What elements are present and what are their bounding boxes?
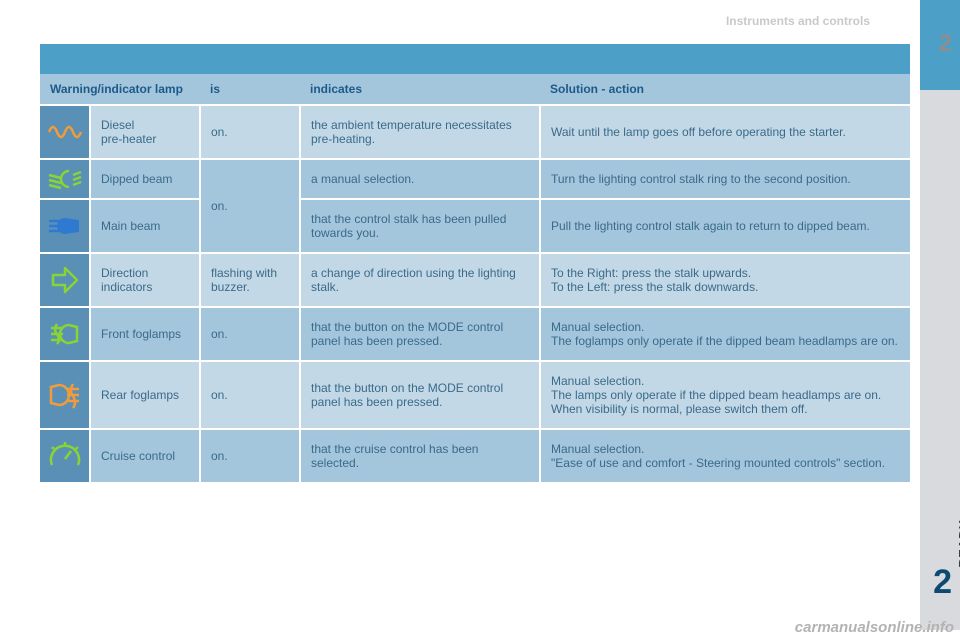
manual-page: Instruments and controls Warning/indicat… bbox=[0, 0, 920, 640]
row-is: on. bbox=[200, 105, 300, 159]
table-row: Direction indicators flashing with buzze… bbox=[40, 253, 910, 307]
front-foglamp-icon bbox=[40, 307, 90, 361]
row-indicates: that the button on the MODE control pane… bbox=[300, 361, 540, 429]
sidebar-accent: 2 bbox=[920, 0, 960, 90]
row-indicates: that the control stalk has been pulled t… bbox=[300, 199, 540, 253]
table-row: Dipped beam on. a manual selection. Turn… bbox=[40, 159, 910, 199]
table-row: Front foglamps on. that the button on th… bbox=[40, 307, 910, 361]
row-indicates: that the button on the MODE control pane… bbox=[300, 307, 540, 361]
warning-lamp-table: Warning/indicator lamp is indicates Solu… bbox=[40, 44, 910, 484]
col-solution: Solution - action bbox=[540, 74, 910, 105]
row-solution: Manual selection.The lamps only operate … bbox=[540, 361, 910, 429]
col-is: is bbox=[200, 74, 300, 105]
table-row: Rear foglamps on. that the button on the… bbox=[40, 361, 910, 429]
row-name: Dieselpre-heater bbox=[90, 105, 200, 159]
row-name: Direction indicators bbox=[90, 253, 200, 307]
dipped-beam-icon bbox=[40, 159, 90, 199]
col-indicates: indicates bbox=[300, 74, 540, 105]
table-header-row: Warning/indicator lamp is indicates Solu… bbox=[40, 74, 910, 105]
table-row: Dieselpre-heater on. the ambient tempera… bbox=[40, 105, 910, 159]
row-solution: To the Right: press the stalk upwards.To… bbox=[540, 253, 910, 307]
cruise-control-icon bbox=[40, 429, 90, 483]
row-solution: Manual selection.The foglamps only opera… bbox=[540, 307, 910, 361]
table-row: Cruise control on. that the cruise contr… bbox=[40, 429, 910, 483]
watermark: carmanualsonline.info bbox=[795, 619, 954, 636]
rear-foglamp-icon bbox=[40, 361, 90, 429]
row-is: flashing with buzzer. bbox=[200, 253, 300, 307]
row-is: on. bbox=[200, 159, 300, 253]
row-name: Cruise control bbox=[90, 429, 200, 483]
row-is: on. bbox=[200, 361, 300, 429]
diesel-preheater-icon bbox=[40, 105, 90, 159]
chapter-number-bottom: 2 bbox=[933, 563, 952, 602]
table: Warning/indicator lamp is indicates Solu… bbox=[40, 74, 910, 484]
chapter-number-top: 2 bbox=[939, 30, 952, 58]
col-lamp: Warning/indicator lamp bbox=[40, 74, 200, 105]
section-title: Instruments and controls bbox=[726, 14, 870, 28]
row-solution: Turn the lighting control stalk ring to … bbox=[540, 159, 910, 199]
row-indicates: that the cruise control has been selecte… bbox=[300, 429, 540, 483]
table-row: Main beam that the control stalk has bee… bbox=[40, 199, 910, 253]
row-indicates: a manual selection. bbox=[300, 159, 540, 199]
row-name: Dipped beam bbox=[90, 159, 200, 199]
sidebar-grey: READY TO SET OFF 2 bbox=[920, 90, 960, 630]
row-solution: Wait until the lamp goes off before oper… bbox=[540, 105, 910, 159]
row-is: on. bbox=[200, 429, 300, 483]
row-is: on. bbox=[200, 307, 300, 361]
row-name: Main beam bbox=[90, 199, 200, 253]
row-solution: Pull the lighting control stalk again to… bbox=[540, 199, 910, 253]
row-name: Front foglamps bbox=[90, 307, 200, 361]
row-solution: Manual selection."Ease of use and comfor… bbox=[540, 429, 910, 483]
vertical-label: READY TO SET OFF bbox=[956, 520, 960, 568]
row-indicates: a change of direction using the lighting… bbox=[300, 253, 540, 307]
table-header-bar bbox=[40, 44, 910, 74]
row-indicates: the ambient temperature necessitates pre… bbox=[300, 105, 540, 159]
direction-indicator-icon bbox=[40, 253, 90, 307]
row-name: Rear foglamps bbox=[90, 361, 200, 429]
main-beam-icon bbox=[40, 199, 90, 253]
